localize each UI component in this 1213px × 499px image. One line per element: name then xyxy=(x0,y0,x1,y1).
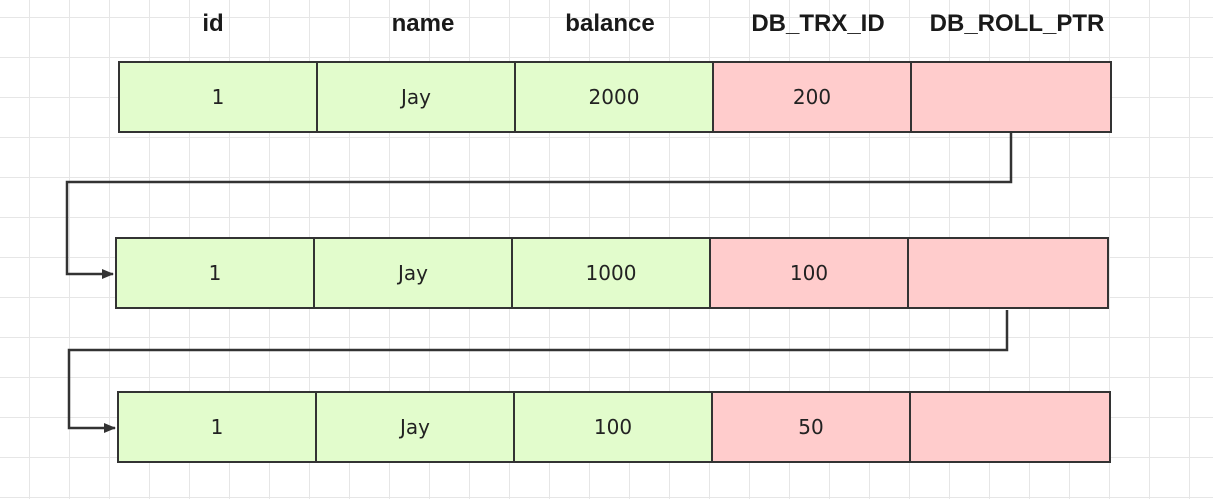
cell-name: Jay xyxy=(317,393,515,461)
header-db-roll-ptr: DB_ROLL_PTR xyxy=(929,10,1105,37)
header-balance: balance xyxy=(565,10,655,37)
cell-name: Jay xyxy=(318,63,516,131)
cell-id: 1 xyxy=(120,63,318,131)
roll-ptr-arrow-1 xyxy=(65,133,1013,279)
header-db-trx-id: DB_TRX_ID xyxy=(751,10,885,37)
cell-id: 1 xyxy=(119,393,317,461)
undo-record-version-3: 1 Jay 100 50 xyxy=(117,391,1111,463)
cell-db-trx-id: 100 xyxy=(711,239,909,307)
header-name: name xyxy=(391,10,455,37)
cell-db-trx-id: 50 xyxy=(713,393,911,461)
undo-record-version-2: 1 Jay 1000 100 xyxy=(115,237,1109,309)
cell-db-roll-ptr xyxy=(912,63,1110,131)
cell-db-roll-ptr xyxy=(909,239,1107,307)
cell-id: 1 xyxy=(117,239,315,307)
cell-balance: 1000 xyxy=(513,239,711,307)
cell-db-trx-id: 200 xyxy=(714,63,912,131)
cell-name: Jay xyxy=(315,239,513,307)
cell-balance: 100 xyxy=(515,393,713,461)
undo-record-current: 1 Jay 2000 200 xyxy=(118,61,1112,133)
header-id: id xyxy=(202,10,224,37)
cell-db-roll-ptr xyxy=(911,393,1109,461)
cell-balance: 2000 xyxy=(516,63,714,131)
roll-ptr-arrow-2 xyxy=(67,310,1009,433)
